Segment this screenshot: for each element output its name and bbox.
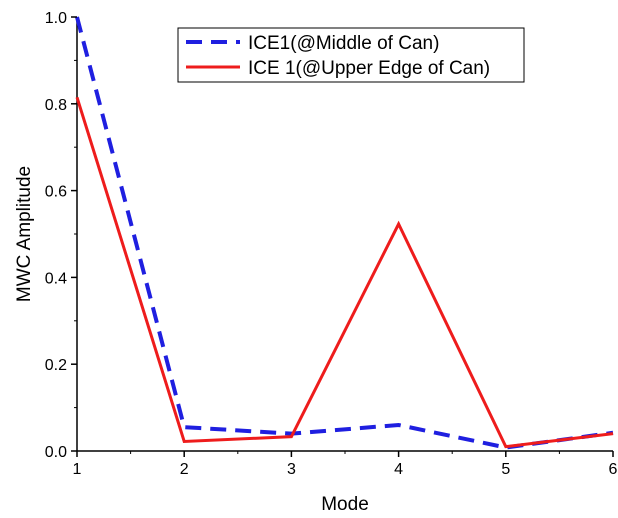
y-tick-label: 0.4 bbox=[45, 270, 67, 287]
x-tick-label: 3 bbox=[287, 461, 296, 478]
series-layer bbox=[75, 16, 614, 450]
y-tick-label: 0.2 bbox=[45, 357, 67, 374]
y-tick-label: 0.0 bbox=[45, 444, 67, 461]
x-tick-label: 2 bbox=[180, 461, 189, 478]
series-line-2 bbox=[75, 96, 614, 449]
legend-label-1: ICE1(@Middle of Can) bbox=[248, 33, 439, 54]
y-axis-label: MWC Amplitude bbox=[14, 166, 35, 302]
x-tick-label: 1 bbox=[73, 461, 82, 478]
x-tick-label: 4 bbox=[394, 461, 403, 478]
y-tick-label: 0.6 bbox=[45, 184, 67, 201]
series-line-1 bbox=[75, 16, 614, 450]
legend-label-2: ICE 1(@Upper Edge of Can) bbox=[248, 58, 490, 79]
x-tick-label: 6 bbox=[609, 461, 618, 478]
x-axis-label: Mode bbox=[321, 494, 369, 515]
x-tick-label: 5 bbox=[501, 461, 510, 478]
y-tick-label: 0.8 bbox=[45, 97, 67, 114]
legend: ICE1(@Middle of Can) ICE 1(@Upper Edge of… bbox=[177, 27, 525, 83]
y-tick-label: 1.0 bbox=[45, 10, 67, 27]
legend-box bbox=[177, 27, 525, 83]
axes-layer: 1 2 3 4 5 6 0.0 0.2 0.4 0.6 0.8 1.0 bbox=[45, 10, 618, 478]
